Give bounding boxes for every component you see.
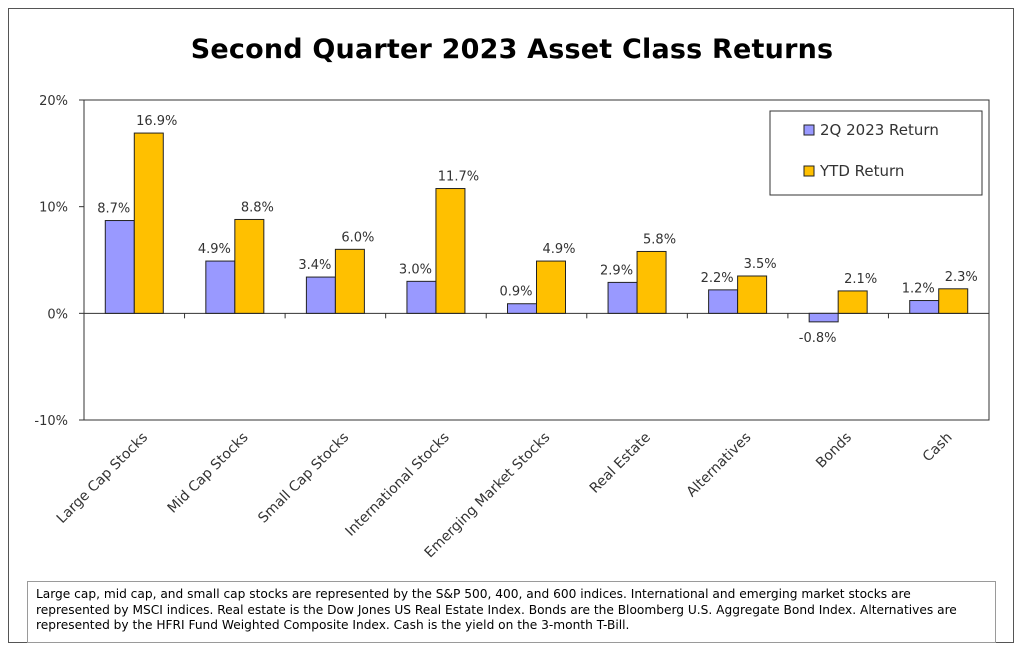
category-label: Cash: [920, 430, 956, 466]
data-label: 4.9%: [198, 242, 231, 257]
legend-swatch: [803, 165, 815, 177]
bar-ytd: [536, 260, 566, 314]
data-label: 4.9%: [542, 242, 575, 257]
data-label: 3.4%: [298, 258, 331, 273]
data-label: 2.3%: [945, 270, 978, 285]
x-axis: Large Cap Stocks Mid Cap Stocks Small Cap …: [54, 313, 990, 561]
bar-ytd: [938, 288, 969, 314]
data-label: 6.0%: [341, 230, 374, 245]
data-label: 8.8%: [241, 200, 274, 215]
data-label: 11.7%: [438, 170, 479, 185]
bar-quarter: [808, 312, 839, 323]
bar-quarter: [205, 260, 236, 314]
data-label: -0.8%: [799, 331, 837, 346]
legend-label: 2Q 2023 Return: [820, 121, 939, 139]
plot-border: [83, 99, 990, 421]
data-label: 2.2%: [701, 271, 734, 286]
category-label: Alternatives: [684, 430, 755, 501]
category-label: Real Estate: [587, 430, 654, 497]
y-tick-label: 0%: [47, 307, 68, 322]
bar-quarter: [708, 289, 739, 314]
bar-ytd: [837, 290, 868, 314]
legend: 2Q 2023 Return YTD Return: [769, 110, 983, 196]
bar-quarter: [104, 220, 135, 314]
category-label: Mid Cap Stocks: [165, 430, 252, 517]
data-label: 16.9%: [136, 114, 177, 129]
bar-ytd: [435, 188, 466, 314]
category-label: International Stocks: [343, 430, 453, 540]
category-label: Bonds: [813, 430, 855, 472]
chart-title: Second Quarter 2023 Asset Class Returns: [190, 34, 834, 65]
data-label: 8.7%: [97, 202, 130, 217]
y-tick-label: 20%: [39, 94, 68, 109]
bar-quarter: [305, 276, 336, 314]
value-labels: 8.7% 16.9% 4.9% 8.8% 3.4% 6.0% 3.0% 11.7% 0.9% 4.…: [97, 114, 977, 346]
bar-ytd: [234, 218, 265, 314]
bar-quarter: [607, 281, 638, 314]
data-label: 2.1%: [844, 272, 877, 287]
bar-ytd: [133, 132, 164, 314]
y-tick-label: 10%: [39, 201, 68, 216]
legend-label: YTD Return: [819, 162, 904, 180]
plot-frame: [83, 99, 990, 421]
data-label: 0.9%: [499, 285, 532, 300]
bar-quarter: [909, 300, 940, 314]
y-tick-label: -10%: [34, 414, 68, 429]
data-label: 1.2%: [902, 282, 935, 297]
legend-swatch: [803, 124, 815, 136]
data-label: 3.0%: [399, 262, 432, 277]
bar-ytd: [737, 275, 768, 314]
footnote: Large cap, mid cap, and small cap stocks…: [27, 581, 996, 643]
category-label: Small Cap Stocks: [255, 430, 352, 527]
category-label: Large Cap Stocks: [54, 430, 151, 527]
bar-quarter: [406, 280, 437, 314]
bar-quarter: [507, 303, 537, 314]
chart-area: 20% 10% 0% -10% 8.7% 16.9% 4.9% 8.8% 3.4% 6.0% 3.…: [34, 94, 990, 561]
bar-ytd: [636, 250, 667, 314]
data-label: 5.8%: [643, 232, 676, 247]
bar-ytd: [334, 248, 365, 314]
data-label: 3.5%: [744, 257, 777, 272]
data-label: 2.9%: [600, 263, 633, 278]
bars: [104, 132, 969, 323]
